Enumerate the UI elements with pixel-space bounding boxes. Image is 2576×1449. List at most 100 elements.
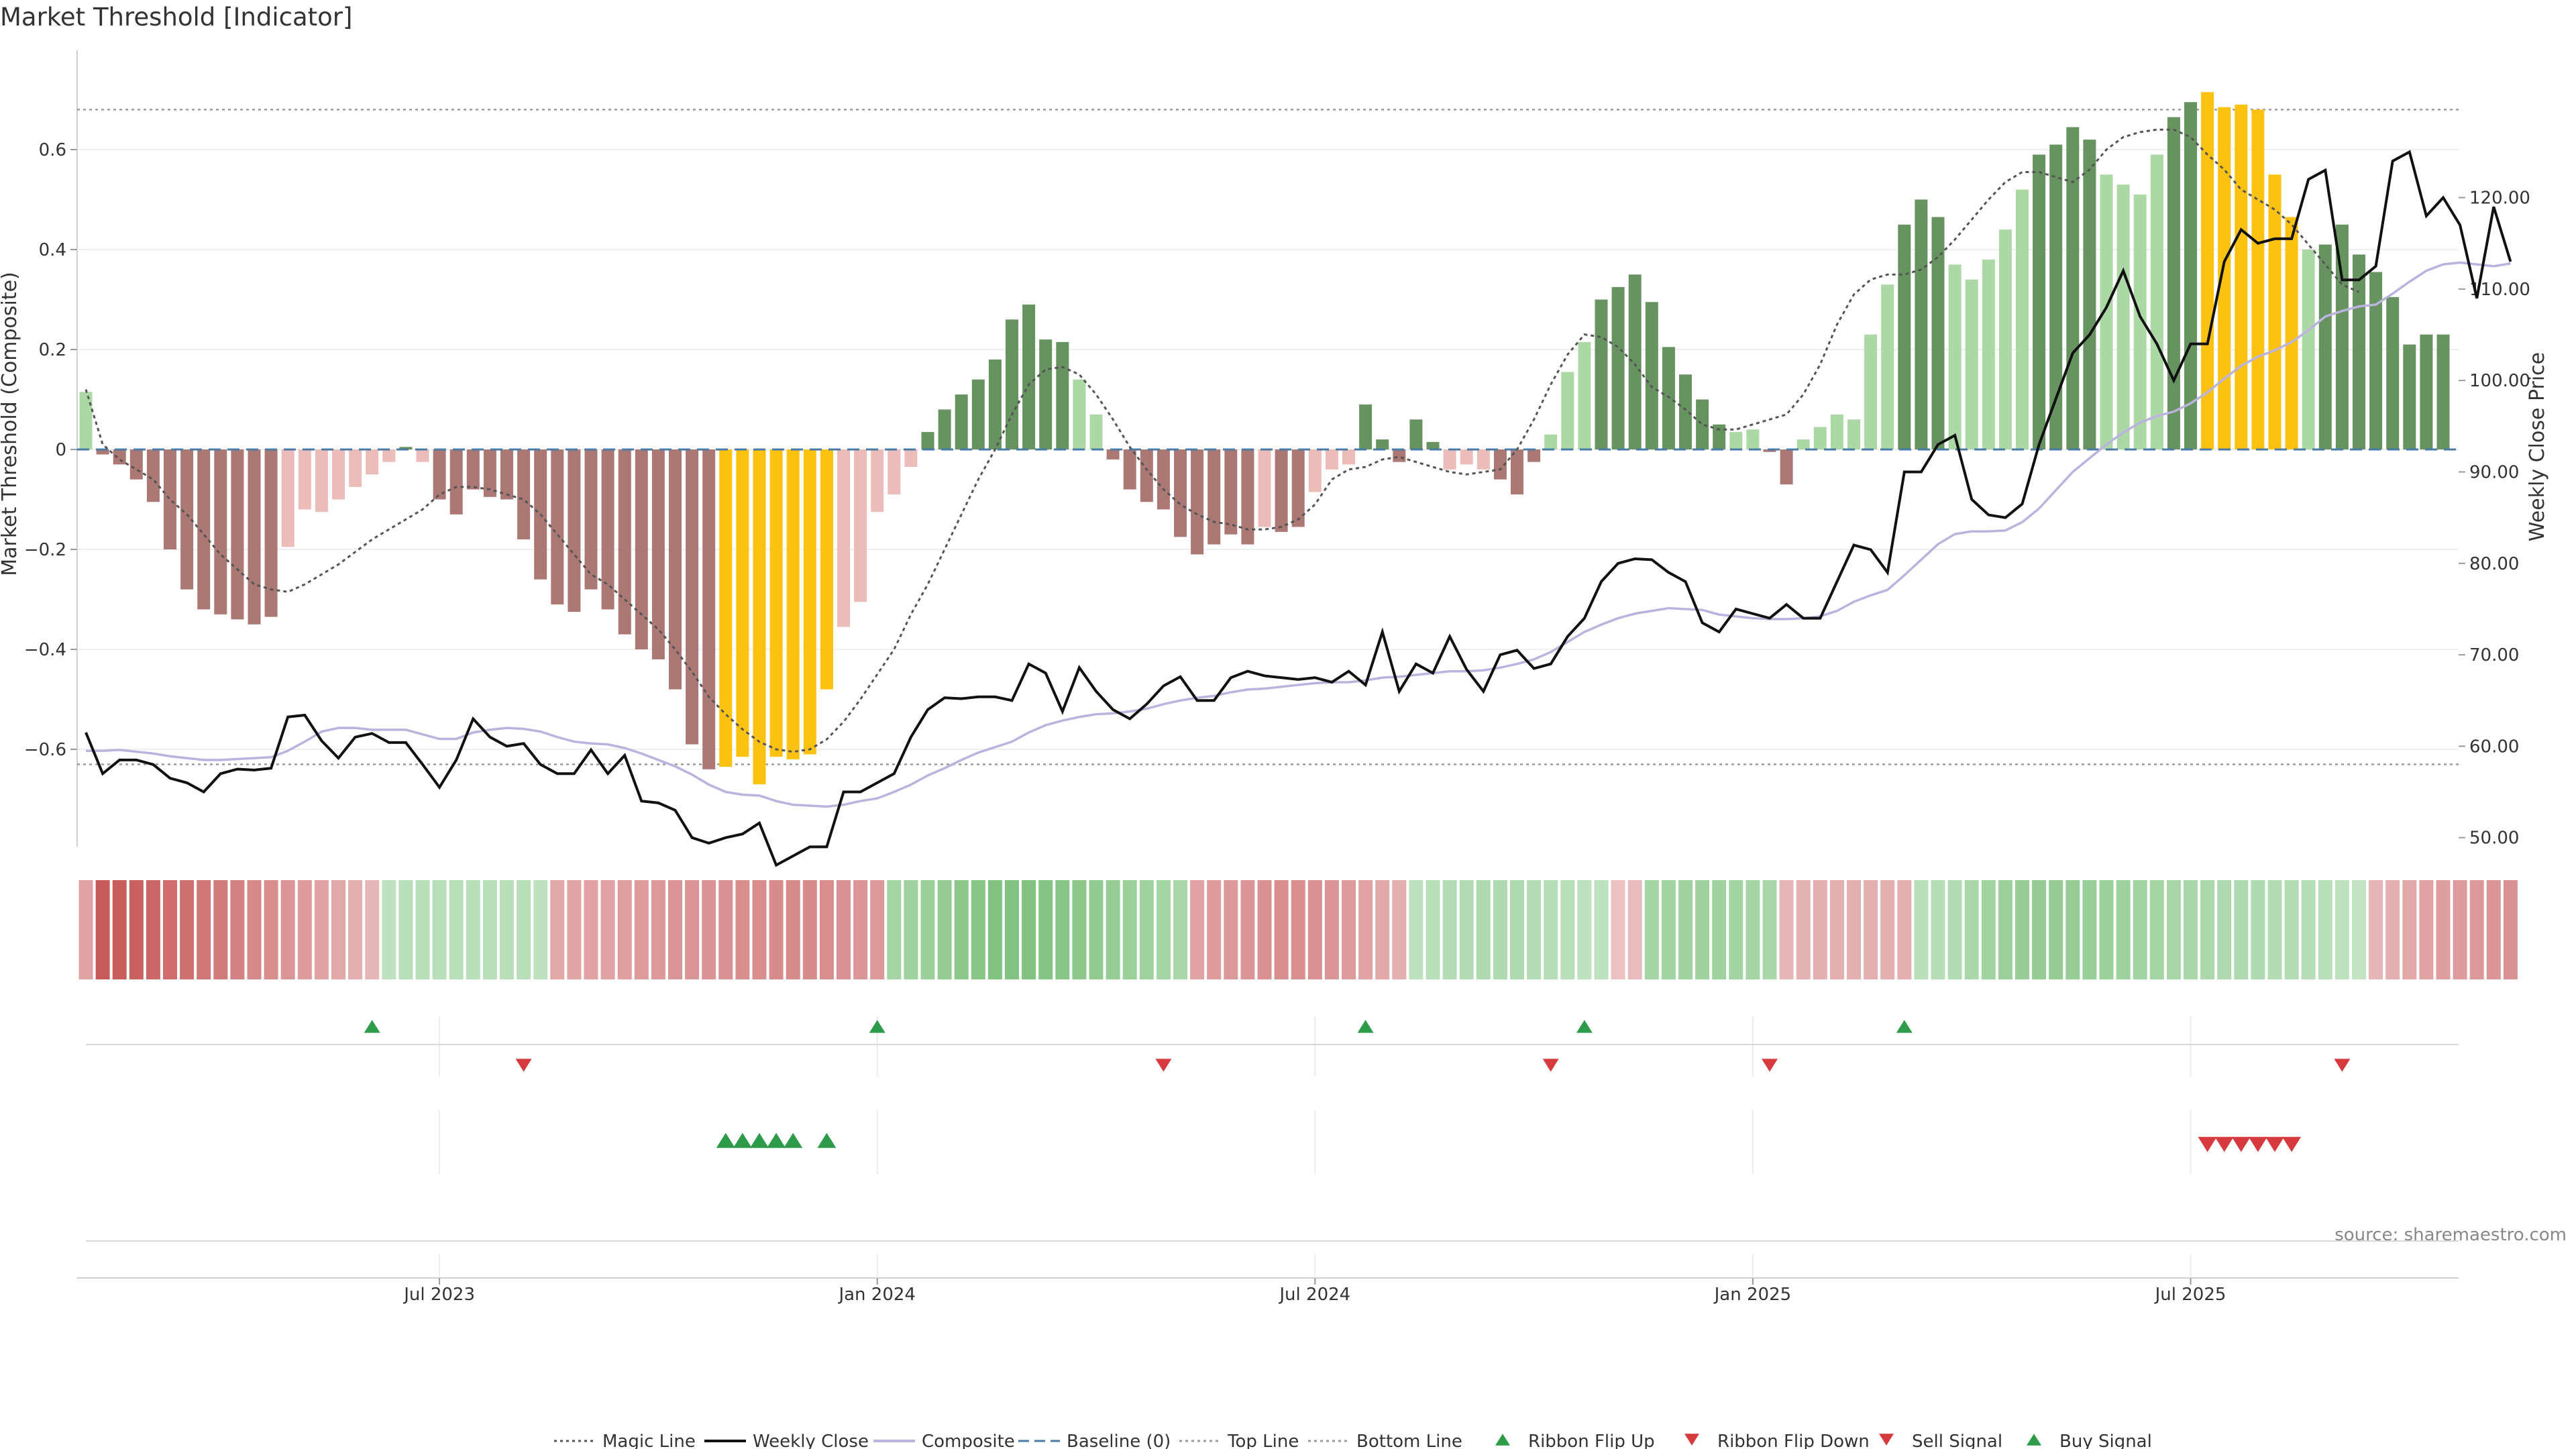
ribbon-flip-up-marker (869, 1020, 885, 1033)
composite-bar (2268, 174, 2282, 449)
legend-label: Ribbon Flip Up (1528, 1432, 1655, 1449)
ribbon-cell (1661, 880, 1676, 979)
composite-bar (1729, 431, 1743, 449)
y-left-tick-label: −0.4 (24, 640, 66, 660)
legend-item: Magic Line (554, 1432, 696, 1449)
ribbon-cell (1426, 880, 1440, 979)
composite-bar (449, 449, 463, 515)
y-right-tick-label: 90.00 (2469, 462, 2519, 482)
y-left-tick-label: −0.6 (24, 740, 66, 760)
x-tick-label: Jul 2025 (2154, 1285, 2226, 1305)
composite-bar (466, 449, 480, 490)
composite-bar (2386, 297, 2400, 449)
ribbon-cell (2419, 880, 2434, 979)
composite-bar (433, 449, 446, 500)
composite-bar (651, 449, 665, 659)
composite-bar (96, 449, 109, 455)
composite-bar (129, 449, 143, 480)
y-left-tick-label: −0.2 (24, 540, 66, 560)
ribbon-cell (1224, 880, 1238, 979)
sell-signal-marker (2231, 1136, 2251, 1152)
ribbon-cell (2032, 880, 2047, 979)
ribbon-cell (2352, 880, 2366, 979)
ribbon-cell (1611, 880, 1625, 979)
ribbon-cell (1746, 880, 1760, 979)
legend-item: Sell Signal (1879, 1432, 2002, 1449)
legend-label: Top Line (1227, 1432, 1299, 1449)
x-tick-label: Jul 2024 (1278, 1285, 1350, 1305)
ribbon-cell (1796, 880, 1811, 979)
ribbon-cell (2200, 880, 2215, 979)
ribbon-cell (1005, 880, 1019, 979)
legend-item: Baseline (0) (1018, 1432, 1171, 1449)
ribbon-cell (837, 880, 851, 979)
ribbon-cell (550, 880, 565, 979)
ribbon-cell (517, 880, 531, 979)
legend-label: Magic Line (602, 1432, 696, 1449)
composite-bar (2251, 109, 2265, 449)
ribbon-cell (752, 880, 767, 979)
ribbon-flip-up-marker (1576, 1020, 1593, 1033)
composite-bar (1645, 302, 1658, 449)
composite-bar (837, 449, 850, 627)
composite-bar (551, 449, 564, 604)
ribbon-cell (685, 880, 700, 979)
composite-bar (1477, 449, 1490, 470)
legend-label: Weekly Close (753, 1432, 869, 1449)
legend-label: Sell Signal (1912, 1432, 2002, 1449)
composite-bar (753, 449, 766, 785)
composite-bar (719, 449, 733, 767)
ribbon-cell (1274, 880, 1289, 979)
ribbon-cell (1510, 880, 1524, 979)
composite-bar (686, 449, 699, 745)
composite-bar (1393, 449, 1406, 462)
composite-bar (1931, 217, 1945, 449)
sell-signal-marker (2214, 1136, 2234, 1152)
ribbon-cell (2469, 880, 2484, 979)
ribbon-cell (2166, 880, 2181, 979)
composite-bar (2235, 104, 2248, 449)
ribbon-flip-down-marker (1155, 1059, 1172, 1072)
legend-swatch (1495, 1434, 1510, 1446)
composite-bar (2116, 184, 2130, 449)
composite-bar (2420, 334, 2433, 449)
composite-bar (1275, 449, 1288, 532)
composite-bar (164, 449, 176, 549)
composite-bar (1426, 441, 1440, 449)
buy-signal-marker (784, 1132, 803, 1148)
legend-item: Ribbon Flip Down (1684, 1432, 1870, 1449)
composite-bar (1780, 449, 1793, 485)
ribbon-cell (634, 880, 649, 979)
ribbon-cell (1695, 880, 1710, 979)
ribbon-cell (449, 880, 464, 979)
composite-bar (1106, 449, 1120, 460)
ribbon-flip-panel (86, 1016, 2459, 1077)
composite-bar (702, 449, 716, 769)
composite-bar (1881, 284, 1894, 449)
y-right-axis-label: Weekly Close Price (2526, 352, 2549, 541)
composite-bar (1123, 449, 1136, 490)
composite-bar (1713, 424, 1726, 449)
ribbon-cell (398, 880, 413, 979)
ribbon-cell (1072, 880, 1087, 979)
legend-label: Composite (922, 1432, 1015, 1449)
composite-bar (231, 449, 244, 620)
ribbon-flip-down-marker (515, 1059, 532, 1072)
ribbon-cell (197, 880, 211, 979)
y-right-tick-label: 70.00 (2469, 645, 2519, 665)
ribbon-cell (1947, 880, 1962, 979)
composite-bar (1948, 264, 1962, 449)
composite-bar (803, 449, 816, 755)
legend-label: Bottom Line (1356, 1432, 1462, 1449)
composite-bar (264, 449, 278, 617)
ribbon-cell (2099, 880, 2114, 979)
ribbon-cell (1089, 880, 1104, 979)
y-right-tick-label: 50.00 (2469, 828, 2519, 849)
ribbon-cell (786, 880, 800, 979)
composite-bar (1898, 224, 1911, 449)
composite-bar (146, 449, 160, 502)
ribbon-cell (1156, 880, 1171, 979)
composite-bar (769, 449, 783, 757)
composite-bar (2016, 189, 2029, 449)
y-left-axis-label: Market Threshold (Composite) (0, 272, 21, 576)
